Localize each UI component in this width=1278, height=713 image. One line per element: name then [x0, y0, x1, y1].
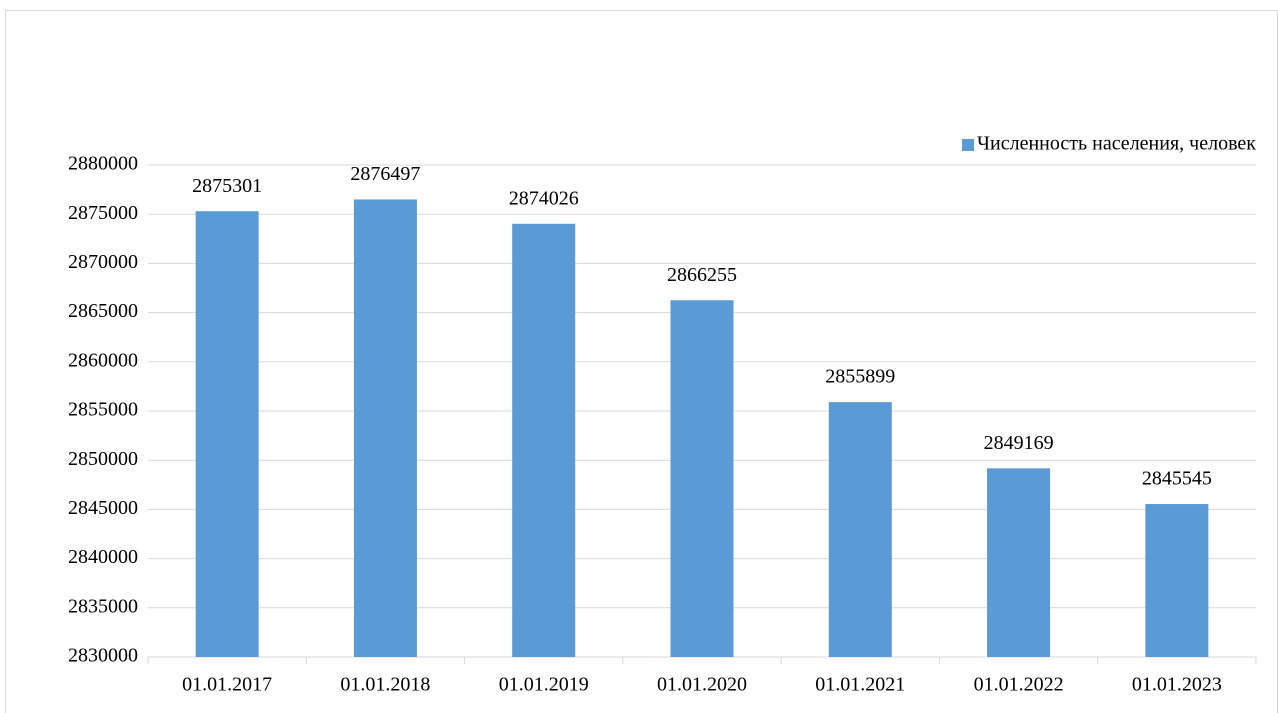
data-label: 2849169 [984, 432, 1054, 454]
y-tick-label: 2860000 [68, 349, 138, 371]
data-label: 2875301 [192, 175, 262, 197]
y-tick-label: 2835000 [68, 595, 138, 617]
bar [987, 468, 1051, 657]
bar [353, 199, 417, 657]
y-tick-label: 2840000 [68, 546, 138, 568]
y-tick-label: 2855000 [68, 399, 138, 421]
y-tick-label: 2870000 [68, 251, 138, 273]
x-tick-label: 01.01.2021 [815, 674, 905, 696]
data-label: 2866255 [667, 264, 737, 286]
x-tick-label: 01.01.2019 [499, 674, 589, 696]
bar [512, 223, 576, 657]
y-tick-label: 2850000 [68, 448, 138, 470]
data-label: 2855899 [825, 366, 895, 388]
data-label: 2845545 [1142, 468, 1212, 490]
y-tick-label: 2880000 [68, 153, 138, 175]
data-label: 2876497 [350, 163, 420, 185]
x-tick-label: 01.01.2023 [1132, 674, 1222, 696]
x-tick-label: 01.01.2018 [340, 674, 430, 696]
x-tick-label: 01.01.2017 [182, 674, 272, 696]
bar [670, 300, 734, 657]
bar [828, 402, 892, 657]
bar [1145, 504, 1209, 657]
data-label: 2874026 [509, 187, 579, 209]
legend-swatch [962, 139, 975, 151]
x-tick-label: 01.01.2022 [974, 674, 1064, 696]
x-tick-label: 01.01.2020 [657, 674, 747, 696]
y-tick-label: 2830000 [68, 645, 138, 667]
y-tick-label: 2875000 [68, 202, 138, 224]
bar [195, 211, 259, 657]
legend-label: Численность населения, человек [977, 133, 1256, 155]
y-tick-label: 2845000 [68, 497, 138, 519]
y-tick-label: 2865000 [68, 300, 138, 322]
